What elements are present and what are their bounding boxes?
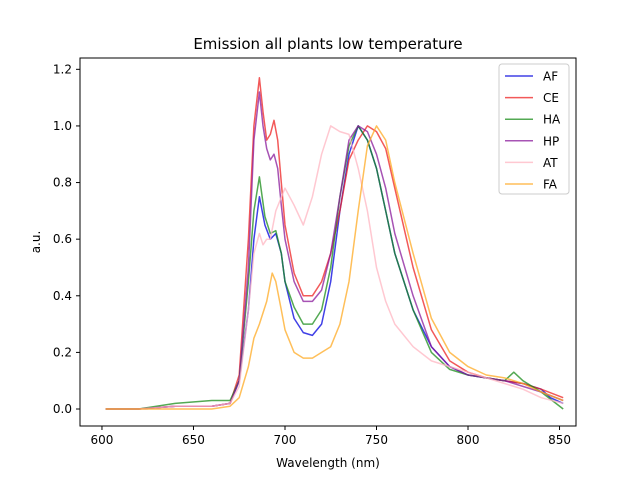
y-tick-label: 0.6	[53, 232, 72, 246]
y-axis-label: a.u.	[29, 231, 43, 254]
series-line-at	[105, 125, 564, 410]
x-tick-label: 600	[91, 433, 114, 447]
x-axis-label: Wavelength (nm)	[276, 456, 380, 470]
legend-label-ha: HA	[543, 113, 561, 127]
legend-label-hp: HP	[543, 134, 559, 148]
series-line-ce	[105, 77, 564, 410]
x-tick-label: 650	[182, 433, 205, 447]
y-tick-label: 0.4	[53, 289, 72, 303]
legend-label-af: AF	[543, 70, 558, 84]
legend-label-fa: FA	[543, 178, 558, 192]
legend: AF CE HA HP AT FA	[498, 63, 570, 195]
chart-title: Emission all plants low temperature	[193, 35, 462, 53]
x-axis: 600 650 700 750 800 850	[91, 426, 571, 447]
legend-label-ce: CE	[543, 91, 559, 105]
plot-frame	[79, 57, 577, 427]
series-line-fa	[105, 125, 564, 410]
legend-box	[498, 63, 570, 195]
x-tick-label: 850	[548, 433, 571, 447]
plot-area	[105, 77, 564, 410]
legend-label-at: AT	[543, 156, 558, 170]
series-line-ha	[105, 125, 564, 410]
x-tick-label: 800	[457, 433, 480, 447]
y-tick-label: 1.2	[53, 62, 72, 76]
y-tick-label: 0.2	[53, 345, 72, 359]
x-tick-label: 750	[365, 433, 388, 447]
y-tick-label: 1.0	[53, 119, 72, 133]
y-axis: 0.0 0.2 0.4 0.6 0.8 1.0 1.2	[53, 62, 80, 416]
x-tick-label: 700	[274, 433, 297, 447]
series-line-af	[105, 125, 564, 410]
y-tick-label: 0.0	[53, 402, 72, 416]
y-tick-label: 0.8	[53, 176, 72, 190]
